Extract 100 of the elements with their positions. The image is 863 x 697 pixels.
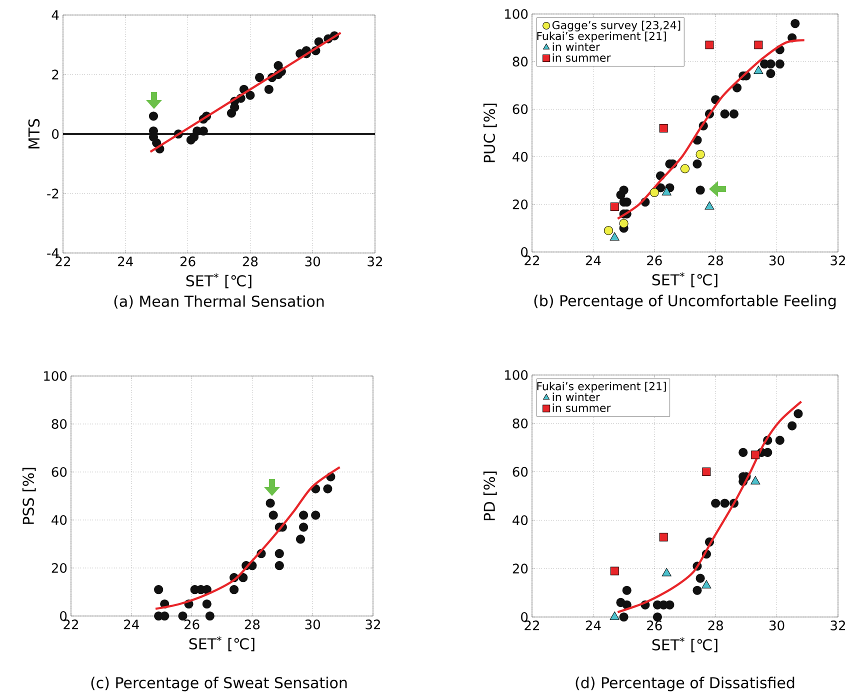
x-tick-label: 24 — [118, 256, 133, 266]
x-axis-title: SET$^{*}$ [℃] — [186, 273, 252, 288]
point — [766, 68, 776, 78]
text: (d) Percentage of Dissatisfied — [576, 676, 794, 692]
point — [754, 66, 764, 74]
point — [311, 510, 320, 520]
point — [662, 187, 672, 196]
point — [298, 510, 308, 520]
point — [650, 188, 659, 198]
x-tick-label: 30 — [770, 256, 784, 266]
point — [754, 40, 763, 50]
y-tick-label: 100 — [44, 371, 67, 381]
point — [268, 510, 278, 520]
point — [202, 599, 212, 609]
x-axis-title: SET$^{*}$ [℃] — [652, 272, 718, 288]
y-tick-label: 0 — [521, 247, 528, 257]
point — [610, 612, 620, 620]
y-axis-title: PUC [%] — [483, 104, 497, 162]
text: (b) Percentage of Uncomfortable Feeling — [534, 294, 836, 310]
point — [619, 612, 628, 622]
point — [720, 498, 730, 508]
point — [154, 585, 164, 594]
text: (a) Mean Thermal Sensation — [114, 295, 324, 309]
point — [751, 450, 760, 460]
point — [238, 573, 248, 582]
point — [230, 585, 239, 594]
point — [264, 84, 274, 94]
point — [750, 476, 760, 484]
y-tick-label: 60 — [512, 466, 528, 477]
x-tick-label: 32 — [830, 620, 845, 630]
point — [274, 549, 284, 558]
point — [696, 186, 705, 195]
y-tick-label: 0 — [60, 611, 67, 621]
point — [775, 436, 784, 445]
point — [704, 201, 714, 210]
point — [178, 611, 188, 621]
x-tick-label: 28 — [708, 256, 723, 266]
x-axis-title: SET$^{*}$ [℃] — [189, 636, 254, 652]
point — [296, 534, 306, 544]
point — [692, 159, 702, 168]
y-tick-label: 40 — [52, 515, 67, 525]
y-tick-label: 20 — [512, 564, 528, 574]
x-tick-label: 32 — [368, 256, 382, 266]
point — [702, 468, 711, 476]
y-tick-label: 4 — [52, 10, 59, 20]
x-tick-label: 26 — [647, 256, 662, 266]
point — [794, 409, 803, 418]
x-tick-label: 24 — [124, 620, 139, 630]
y-tick-label: 60 — [52, 467, 67, 477]
y-tick-label: 80 — [512, 418, 528, 428]
y-tick-label: 100 — [505, 370, 528, 380]
point — [788, 421, 797, 430]
y-tick-label: -4 — [47, 248, 59, 258]
point — [790, 18, 800, 28]
x-tick-label: 22 — [64, 620, 78, 630]
x-tick-label: 30 — [305, 256, 320, 266]
x-tick-label: 24 — [586, 620, 601, 630]
point — [255, 72, 264, 82]
point — [148, 112, 158, 121]
point — [274, 561, 284, 570]
point — [160, 611, 170, 621]
point — [622, 586, 632, 595]
point — [720, 109, 730, 119]
legend-label: in summer — [552, 53, 611, 62]
x-tick-label: 30 — [770, 620, 784, 630]
point — [266, 498, 275, 508]
x-tick-label: 26 — [180, 256, 196, 266]
point — [610, 566, 619, 576]
x-tick-label: 26 — [184, 620, 200, 630]
point — [775, 59, 784, 69]
point — [692, 586, 702, 595]
point — [205, 611, 214, 621]
legend-title: Fukai’s experiment [21] — [537, 32, 666, 42]
x-tick-label: 32 — [366, 620, 380, 630]
point — [732, 83, 742, 92]
x-tick-label: 30 — [305, 620, 320, 630]
point — [659, 124, 668, 132]
point — [619, 186, 628, 195]
point — [246, 90, 255, 100]
y-tick-label: 80 — [512, 56, 528, 67]
y-axis-title: PD [%] — [483, 472, 497, 520]
x-tick-label: 32 — [830, 256, 845, 266]
point — [323, 484, 332, 494]
y-tick-label: 40 — [512, 152, 528, 162]
point — [198, 126, 208, 136]
x-tick-label: 28 — [708, 620, 723, 630]
point — [659, 532, 668, 542]
point — [610, 202, 619, 212]
point — [702, 580, 712, 588]
x-tick-label: 28 — [242, 256, 258, 266]
line-series — [154, 466, 341, 610]
point — [610, 232, 620, 241]
legend-label: in summer — [552, 404, 611, 412]
x-axis-title: SET$^{*}$ [℃] — [652, 637, 718, 652]
point — [711, 498, 720, 508]
y-tick-label: 20 — [512, 199, 528, 210]
y-tick-label: 60 — [512, 104, 528, 114]
legend-label: Gagge’s survey [23,24] — [552, 20, 680, 32]
point — [604, 226, 614, 236]
point — [662, 568, 672, 576]
